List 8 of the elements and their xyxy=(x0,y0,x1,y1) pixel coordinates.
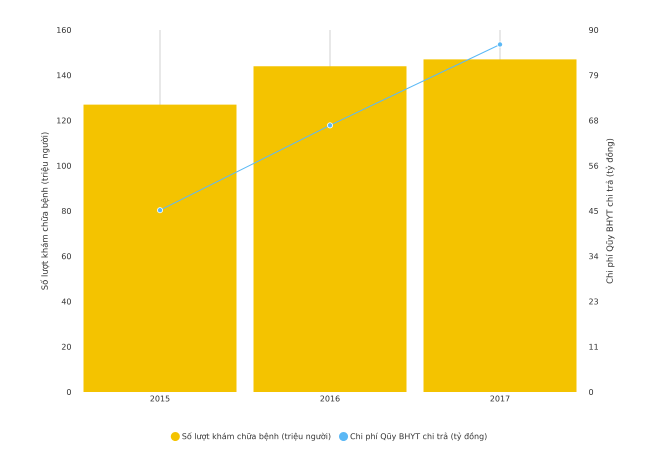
y-axis-title: Số lượt khám chữa bệnh (triệu người) xyxy=(40,132,50,290)
bar xyxy=(254,66,407,392)
bar xyxy=(84,104,236,392)
point xyxy=(157,207,163,214)
point xyxy=(327,122,333,128)
y2-axis-title: Chi phí Qũy BHYT chi trả (tỷ đồng) xyxy=(606,138,614,284)
bar xyxy=(424,59,577,392)
point xyxy=(497,42,503,48)
